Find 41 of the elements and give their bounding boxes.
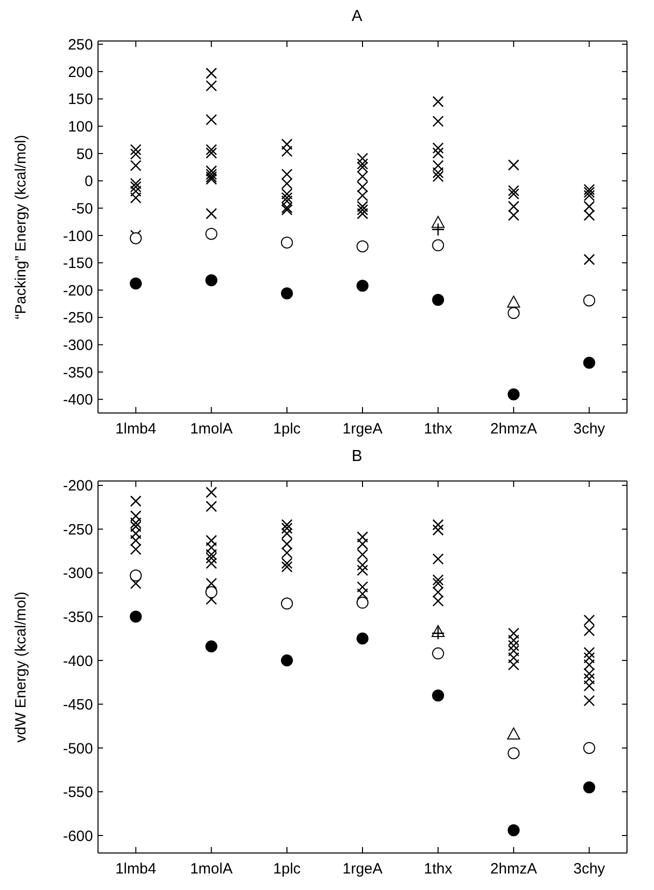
x-tick-label: 2hmzA: [490, 860, 537, 878]
y-tick-label: 150: [68, 91, 93, 108]
y-tick-label: -300: [62, 565, 93, 582]
y-tick-label: 100: [68, 118, 93, 136]
y-tick-label: 0: [84, 173, 93, 190]
y-tick-label: -550: [62, 784, 93, 802]
y-tick-label: -350: [62, 608, 93, 626]
y-tick-label: -450: [62, 696, 93, 714]
y-tick-label: -350: [62, 364, 93, 382]
y-tick-label: -500: [62, 740, 93, 758]
x-tick-label: 1thx: [424, 420, 453, 438]
x-tick-label: 1thx: [424, 860, 453, 878]
chart-title: B: [350, 448, 364, 467]
y-tick-label: -400: [62, 652, 93, 670]
x-tick-label: 1lmb4: [115, 860, 156, 878]
y-tick-label: -250: [62, 521, 93, 538]
x-tick-label: 1molA: [190, 420, 233, 438]
y-tick-label: 250: [68, 36, 93, 54]
x-tick-label: 1plc: [273, 420, 302, 438]
y-tick-label: -200: [62, 282, 93, 300]
y-tick-label: -50: [71, 200, 93, 218]
x-tick-label: 2hmzA: [490, 420, 537, 438]
y-tick-label: -150: [62, 255, 93, 272]
x-tick-label: 1rgeA: [342, 420, 383, 438]
x-tick-label: 1lmb4: [115, 420, 156, 438]
y-axis-title: “Packing” Energy (kcal/mol): [12, 134, 30, 320]
y-tick-label: -200: [62, 478, 93, 495]
x-tick-label: 3chy: [573, 420, 606, 438]
y-tick-label: 50: [76, 146, 93, 163]
y-tick-label: -250: [62, 310, 93, 327]
y-tick-label: 200: [68, 64, 93, 81]
y-tick-label: -300: [62, 337, 93, 354]
y-tick-label: -100: [62, 228, 93, 245]
x-tick-label: 1rgeA: [342, 860, 383, 878]
x-tick-label: 1plc: [273, 860, 302, 878]
y-tick-label: -600: [62, 828, 93, 845]
y-tick-label: -400: [62, 392, 93, 409]
x-tick-label: 3chy: [573, 860, 606, 878]
y-axis-title: vdW Energy (kcal/mol): [12, 592, 30, 742]
x-tick-label: 1molA: [190, 860, 233, 878]
chart-title: A: [350, 8, 364, 27]
